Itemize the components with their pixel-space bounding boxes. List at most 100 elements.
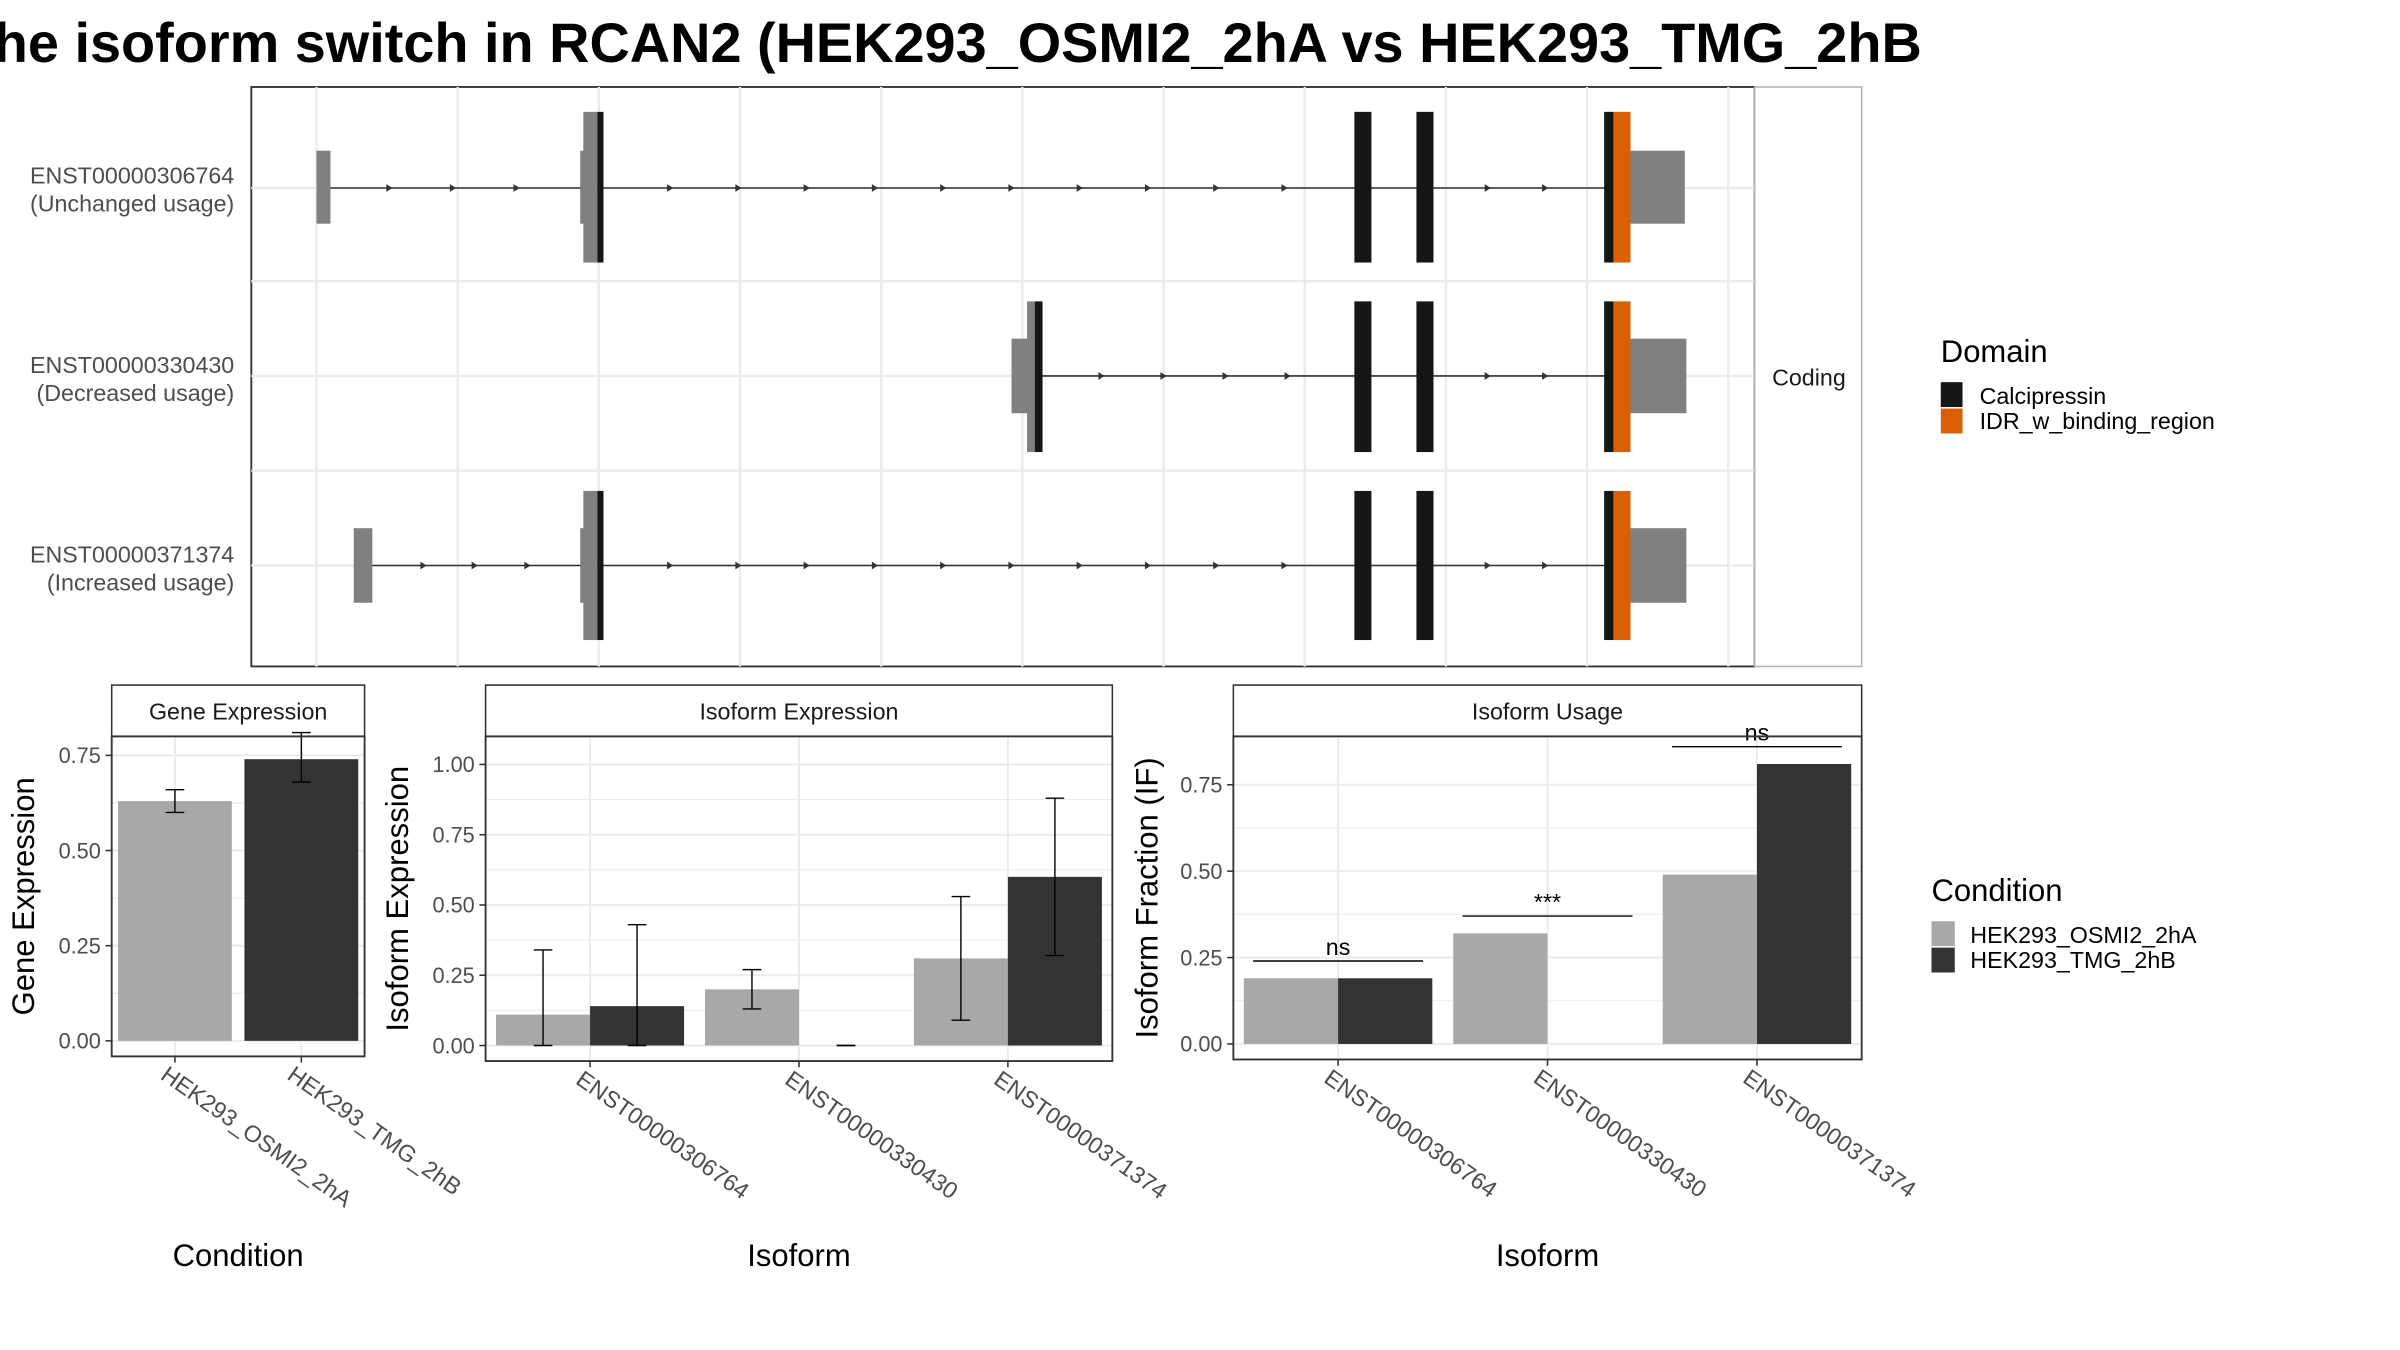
bar [1756,764,1852,1044]
y-tick-label: 0.50 [432,893,474,918]
transcript-usage-label: (Increased usage) [47,569,234,595]
panel-strip [484,684,1114,738]
x-tick-label: ENST00000371374 [990,1066,1172,1205]
intron-arrow [1484,372,1491,380]
intron-arrow [449,184,457,192]
x-tick-label: ENST00000330430 [1529,1064,1711,1203]
bar [118,801,232,1041]
legend-label-calcipressin: Calcipressin [1980,383,2107,409]
legend-label-osmi2: HEK293_OSMI2_2hA [1970,922,2197,948]
calcipressin-domain [597,490,604,641]
x-tick-label: ENST00000306764 [1320,1064,1502,1203]
y-tick-label: 0.25 [432,963,474,988]
significance-label: ns [1326,934,1351,960]
intron-arrow [1213,561,1220,570]
coding-exon [1027,301,1035,453]
idr-domain [1613,301,1631,453]
condition-legend-title: Condition [1931,873,2062,908]
significance-label: ns [1745,719,1770,745]
utr-exon [353,528,373,603]
intron-arrow [1076,184,1083,192]
bar [1453,933,1548,1044]
bar [1243,978,1339,1044]
intron-arrow [1484,184,1491,192]
calcipressin-domain [1354,111,1372,263]
intron-arrow [667,184,674,192]
intron-arrow [1008,184,1015,192]
bar-chart-panel: Isoform Expression 0.00 0.25 0.50 0.75 1.00 EN… [380,684,1172,1273]
transcript-id-label: ENST00000371374 [30,541,234,567]
bar [1338,978,1433,1044]
transcript-usage-label: (Unchanged usage) [30,190,234,216]
panel-border [110,735,366,1058]
calcipressin-domain [1416,111,1434,263]
bar-charts: Gene Expression0.000.250.500.75HEK293_OS… [6,684,1921,1273]
intron-arrow [1542,184,1549,192]
intron-arrow [871,184,879,192]
intron-arrow [1144,184,1152,192]
intron-arrow [471,561,478,570]
y-tick-label: 0.75 [59,743,101,768]
coding-exon [583,490,598,641]
legend-key-calcipressin [1940,382,1963,408]
intron-arrow [1098,372,1105,380]
facet-strip-label: Coding [1772,364,1846,390]
intron-arrow [513,184,520,192]
y-tick-label: 1.00 [432,752,474,777]
y-axis-title: Isoform Fraction (IF) [1129,757,1164,1038]
y-tick-label: 0.00 [432,1033,474,1058]
y-tick-label: 0.25 [1180,945,1222,970]
y-tick-label: 0.75 [1180,772,1222,797]
intron-arrow [1542,561,1549,570]
intron-arrow [1281,184,1288,192]
intron-arrow [1076,561,1083,570]
y-tick-label: 0.25 [59,933,101,958]
y-tick-label: 0.50 [1180,859,1222,884]
utr-exon [1011,338,1029,414]
intron-arrow [1144,561,1152,570]
coding-exon [583,111,598,263]
transcript-id-label: ENST00000330430 [30,352,234,378]
intron-arrow [1281,561,1288,570]
calcipressin-domain [1416,301,1434,453]
intron-arrows [420,561,1549,570]
intron-arrow [1284,372,1291,380]
intron-arrow [667,561,674,570]
bar [244,759,359,1041]
panel-strip-title: Isoform Usage [1472,698,1623,724]
calcipressin-domain [1604,490,1614,641]
intron-arrow [524,561,531,570]
transcript-id-label: ENST00000306764 [30,162,234,188]
intron-arrow [940,184,947,192]
domain-legend: Domain Calcipressin IDR_w_binding_region [1940,334,2215,434]
intron-arrow [1542,372,1549,380]
calcipressin-domain [1604,111,1614,263]
legend-label-tmg: HEK293_TMG_2hB [1970,947,2175,973]
intron-arrow [1222,372,1229,380]
intron-arrow [803,561,810,570]
intron-arrow [1213,184,1220,192]
transcript-model [1011,301,1687,453]
panel-strip-title: Isoform Expression [699,698,898,724]
intron-arrow [1484,561,1491,570]
legend-key-idr [1940,408,1963,434]
intron-arrow [940,561,947,570]
calcipressin-domain [1354,490,1372,641]
condition-legend: Condition HEK293_OSMI2_2hA HEK293_TMG_2h… [1931,873,2197,973]
y-axis-title: Isoform Expression [380,766,415,1032]
intron-arrow [871,561,879,570]
figure-title: he isoform switch in RCAN2 (HEK293_OSMI2… [0,11,1922,74]
y-tick-label: 0.00 [59,1029,101,1054]
legend-key-tmg [1931,947,1955,973]
intron-arrow [803,184,810,192]
intron-arrow [1160,372,1167,380]
idr-domain [1613,111,1631,263]
x-axis-title: Isoform [1496,1238,1599,1273]
transcript-usage-label: (Decreased usage) [37,380,235,406]
utr-exon [1630,338,1687,414]
intron-arrow [735,184,742,192]
intron-arrow [1008,561,1015,570]
legend-key-osmi2 [1931,921,1955,947]
calcipressin-domain [1416,490,1434,641]
